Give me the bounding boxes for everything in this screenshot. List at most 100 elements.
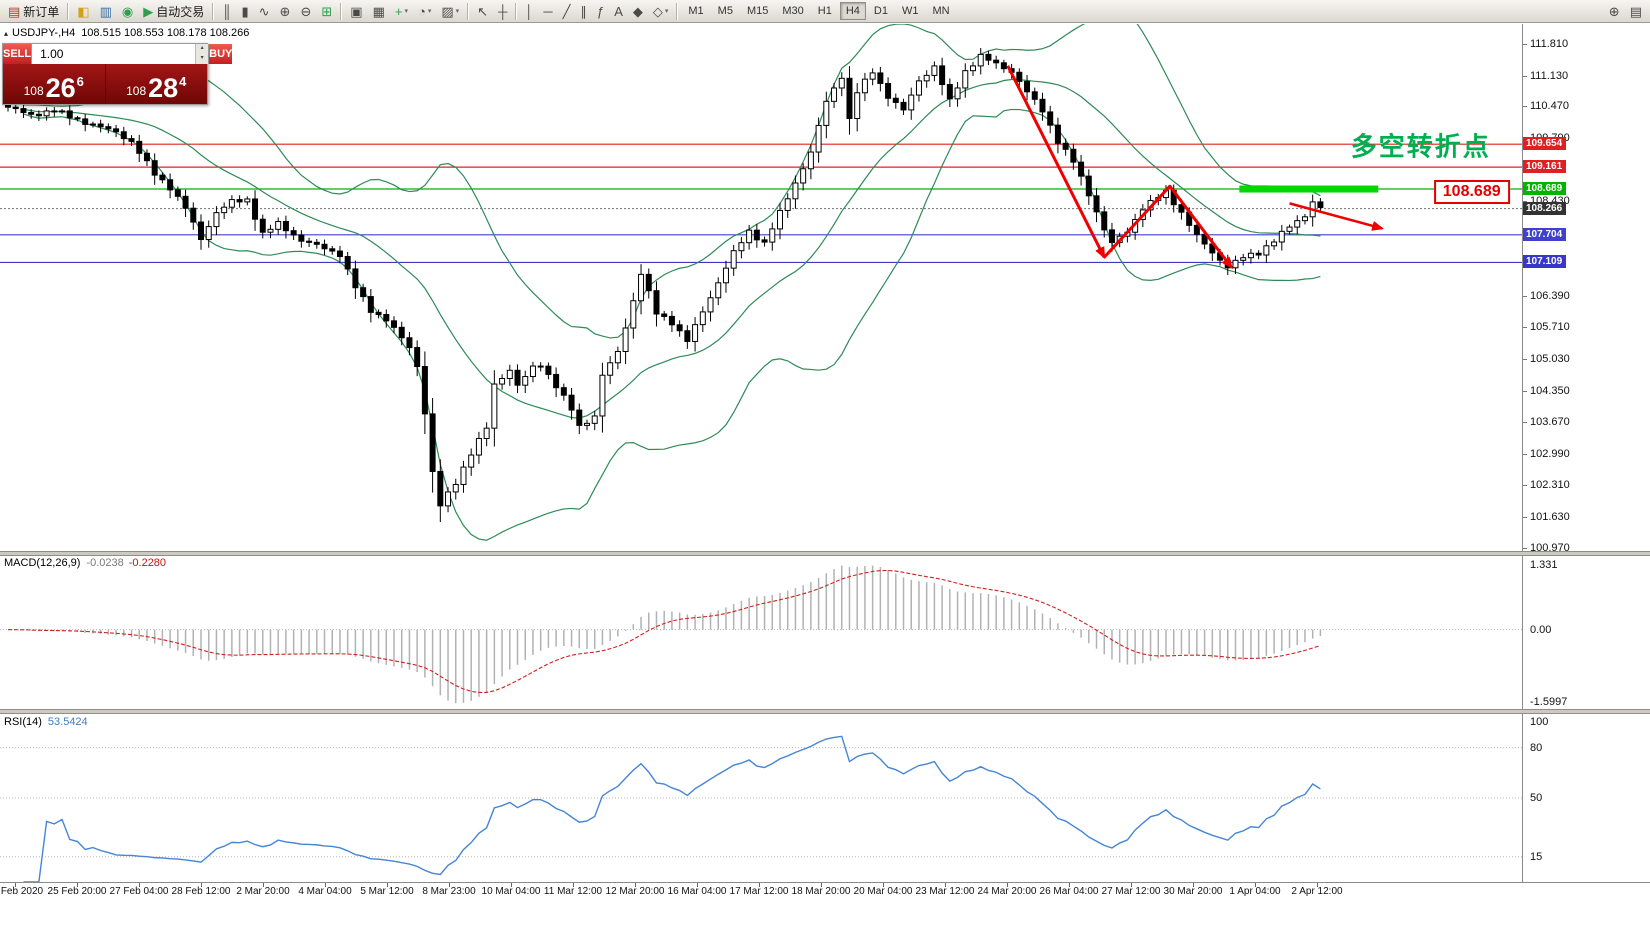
time-axis-label: 16 Mar 04:00 bbox=[667, 886, 727, 897]
ohlc-values: 108.515 108.553 108.178 108.266 bbox=[81, 27, 250, 39]
time-axis-label: 26 Mar 04:00 bbox=[1039, 886, 1099, 897]
dropdown-caret-icon[interactable]: ▾ bbox=[455, 8, 460, 15]
vertical-line-icon[interactable]: │ bbox=[525, 3, 534, 19]
dropdown-caret-icon[interactable]: ▾ bbox=[427, 8, 432, 15]
arrows-icon[interactable]: ◆ bbox=[632, 3, 643, 19]
trend-arrow-zigzag[interactable] bbox=[1103, 184, 1233, 270]
price-axis[interactable]: 109.654 109.161 108.689 107.704 107.109 108.2… bbox=[1522, 24, 1650, 882]
turning-point-annotation[interactable]: 多空转折点 bbox=[1350, 131, 1491, 162]
time-axis-tick bbox=[697, 883, 698, 887]
timeframe-button-m1[interactable]: M1 bbox=[688, 5, 704, 17]
time-axis-label: 11 Mar 12:00 bbox=[543, 886, 603, 897]
main-chart-panel[interactable] bbox=[0, 4, 1522, 541]
autotrading-button-label: 自动交易 bbox=[156, 4, 205, 19]
arrange-tile-icon[interactable]: ▣ bbox=[350, 3, 363, 19]
dropdown-caret-icon[interactable]: ▾ bbox=[664, 8, 669, 15]
horizontal-line-icon[interactable]: ─ bbox=[543, 3, 553, 19]
macd-axis-min: -1.5997 bbox=[1530, 696, 1568, 708]
magnifier-icon[interactable]: ⊕ bbox=[1608, 3, 1620, 19]
time-axis-line bbox=[0, 882, 1650, 883]
sell-price-figure: 108 bbox=[23, 84, 44, 98]
template-icon[interactable]: ▨ ▾ bbox=[441, 3, 460, 19]
time-axis-label: 5 Mar 12:00 bbox=[360, 886, 414, 897]
periods-icon[interactable]: ◔ ▾ bbox=[417, 3, 432, 19]
cursor-icon[interactable]: ↖ bbox=[477, 3, 489, 19]
rsi-axis-label: 50 bbox=[1530, 792, 1543, 804]
volume-input[interactable] bbox=[32, 44, 196, 64]
price-axis-tick bbox=[1523, 295, 1527, 297]
macd-panel[interactable] bbox=[0, 565, 1522, 704]
tile-windows-icon[interactable]: ⊞ bbox=[321, 3, 333, 19]
time-axis-tick bbox=[139, 883, 140, 887]
trendline-icon[interactable]: ╱ bbox=[562, 3, 571, 19]
price-axis-tick bbox=[1523, 327, 1527, 329]
price-axis-label: 103.670 bbox=[1530, 416, 1570, 429]
buy-price-display[interactable]: 108 28 4 bbox=[105, 64, 207, 104]
zoom-out-icon[interactable]: ⊖ bbox=[300, 3, 312, 19]
price-axis-tick bbox=[1523, 485, 1527, 487]
price-axis-label: 105.030 bbox=[1530, 353, 1570, 366]
price-level-tag: 109.161 bbox=[1523, 160, 1567, 174]
sell-button[interactable]: SELL bbox=[3, 44, 32, 64]
autotrading-button[interactable]: ▶ 自动交易 bbox=[143, 3, 205, 19]
macd-axis-zero: 0.00 bbox=[1530, 623, 1552, 636]
arrange-cascade-icon[interactable]: ▦ bbox=[372, 3, 385, 19]
price-callout-box[interactable]: 108.689 bbox=[1433, 180, 1510, 205]
bucket-icon[interactable]: ◧ bbox=[77, 3, 90, 19]
timeframe-button-h1[interactable]: H1 bbox=[817, 5, 832, 17]
candle-chart-icon[interactable]: ▮ bbox=[241, 3, 249, 19]
line-chart-icon[interactable]: ∿ bbox=[258, 3, 270, 19]
layers-icon[interactable]: ▤ bbox=[1629, 3, 1642, 19]
sell-price-display[interactable]: 108 26 6 bbox=[3, 64, 105, 104]
profiles-icon[interactable]: ▥ bbox=[99, 3, 112, 19]
timeframe-button-m5[interactable]: M5 bbox=[717, 5, 733, 17]
macd-signal-value: -0.2280 bbox=[128, 557, 167, 569]
zoom-in-icon[interactable]: ⊕ bbox=[279, 3, 291, 19]
price-level-tag: 109.654 bbox=[1523, 137, 1567, 151]
add-indicator-icon[interactable]: + ▾ bbox=[394, 3, 408, 19]
dropdown-caret-icon[interactable]: ▾ bbox=[404, 8, 408, 15]
timeframe-button-w1[interactable]: W1 bbox=[901, 5, 919, 17]
price-level-tag: 107.109 bbox=[1523, 255, 1567, 269]
macd-axis-max: 1.331 bbox=[1530, 559, 1558, 571]
time-axis-label: 25 Feb 20:00 bbox=[47, 886, 107, 897]
volume-up-icon[interactable]: ▴ bbox=[195, 44, 209, 54]
volume-down-icon[interactable]: ▾ bbox=[195, 54, 209, 64]
timeframe-button-m30[interactable]: M30 bbox=[782, 5, 804, 17]
support-zone-band[interactable] bbox=[1239, 185, 1379, 193]
one-click-toggle-icon[interactable]: ▴ bbox=[4, 29, 9, 38]
trend-arrow-down-1[interactable] bbox=[1006, 65, 1106, 260]
channel-icon[interactable]: ∥ bbox=[580, 3, 587, 19]
rsi-axis-label: 100 bbox=[1530, 716, 1549, 728]
price-axis-label: 101.630 bbox=[1530, 511, 1570, 524]
community-icon[interactable]: ◉ bbox=[121, 3, 134, 19]
crosshair-icon[interactable]: ┼ bbox=[498, 3, 508, 19]
time-axis-tick bbox=[883, 883, 884, 887]
symbol-period-label: USDJPY-,H4 bbox=[12, 27, 76, 39]
forecast-arrow[interactable] bbox=[1289, 202, 1385, 231]
price-axis-label: 111.810 bbox=[1530, 37, 1569, 50]
rsi-panel[interactable] bbox=[0, 735, 1522, 882]
time-axis-tick bbox=[1317, 883, 1318, 887]
time-axis-label: 17 Mar 12:00 bbox=[729, 886, 789, 897]
price-axis-label: 110.470 bbox=[1530, 100, 1569, 113]
new-order-button[interactable]: ▤ 新订单 bbox=[8, 3, 60, 19]
fibonacci-icon[interactable]: ƒ bbox=[596, 3, 605, 19]
panel-splitter-rsi[interactable] bbox=[0, 709, 1650, 714]
timeframe-button-mn[interactable]: MN bbox=[932, 5, 950, 17]
shapes-icon[interactable]: ◇ ▾ bbox=[652, 3, 669, 19]
time-axis-tick bbox=[759, 883, 760, 887]
text-icon[interactable]: A bbox=[614, 3, 623, 19]
panel-splitter-macd[interactable] bbox=[0, 551, 1650, 556]
timeframe-button-d1[interactable]: D1 bbox=[873, 5, 888, 17]
timeframe-button-h4[interactable]: H4 bbox=[839, 2, 866, 20]
timeframe-button-m15[interactable]: M15 bbox=[746, 5, 769, 17]
price-axis-label: 104.350 bbox=[1530, 384, 1570, 397]
time-axis-tick bbox=[77, 883, 78, 887]
bar-chart-icon[interactable]: ║ bbox=[222, 3, 232, 19]
buy-button[interactable]: BUY bbox=[209, 44, 233, 64]
price-axis-label: 102.310 bbox=[1530, 479, 1570, 492]
toolbar-separator bbox=[340, 2, 343, 20]
chart-header: ▴ USDJPY-,H4 108.515 108.553 108.178 108.2… bbox=[4, 27, 249, 39]
